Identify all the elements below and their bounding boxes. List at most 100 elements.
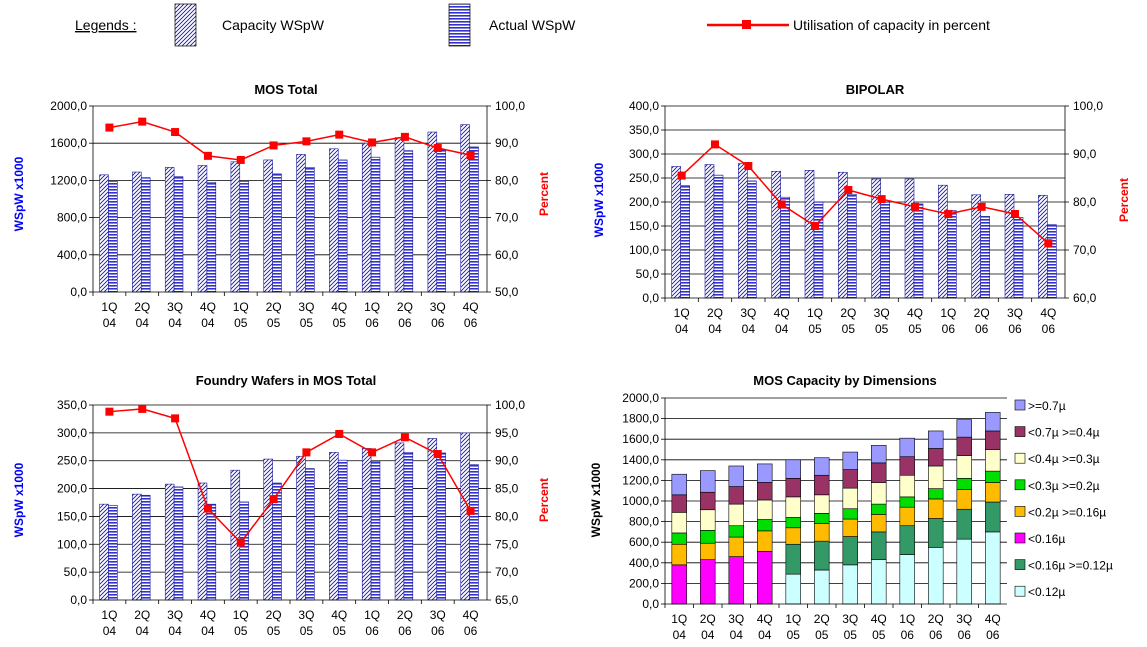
mos-dims-legend-label: <0.3µ >=0.2µ <box>1028 479 1100 493</box>
mos-dims-bar-segment <box>899 506 915 527</box>
mos-total-xtick-label: 1Q 05 <box>233 300 249 330</box>
mos-dims-bar-segment <box>700 491 716 511</box>
mos-total-percent-point <box>138 117 147 126</box>
bipolar-percent-point <box>877 195 886 204</box>
mos-total-percent-point <box>400 132 409 141</box>
mos-dims-ytick-label: 600,0 <box>629 535 659 549</box>
bipolar-capacity-bar <box>671 166 681 299</box>
mos-total-percent-line <box>109 120 471 161</box>
mos-dims-bar-segment <box>728 556 744 605</box>
foundry-ytick-label: 300,0 <box>57 426 87 440</box>
legend-actual-swatch <box>448 3 471 47</box>
bipolar-xtick-label: 3Q 05 <box>874 306 890 336</box>
foundry-actual-bar <box>239 501 249 601</box>
mos-total-percent-point <box>203 151 212 160</box>
mos-dims-bar-segment <box>842 508 858 520</box>
mos-dims-bar-segment <box>871 531 887 561</box>
bipolar-percent-point <box>811 222 819 230</box>
bipolar-xtick-label: 1Q 04 <box>674 306 690 336</box>
foundry-percent-point <box>368 448 377 457</box>
mos-total-ytick-label: 400,0 <box>57 248 87 262</box>
bipolar-ytick-label: 400,0 <box>629 99 659 113</box>
foundry-percent-line <box>109 408 472 544</box>
foundry-capacity-bar <box>460 432 470 601</box>
bipolar-percent-point <box>944 210 953 218</box>
bipolar-xtick-label: 4Q 04 <box>774 306 790 336</box>
bipolar-percent-point <box>1011 210 1019 218</box>
mos-dims-bar-segment <box>728 465 744 487</box>
bipolar-actual-bar <box>747 180 757 299</box>
mos-dims-ytick-label: 1800,0 <box>622 412 659 426</box>
mos-total-ytick-label: 2000,0 <box>50 99 87 113</box>
mos-dims-bar-segment <box>671 543 687 566</box>
foundry-percent-point <box>236 538 245 547</box>
mos-dims-bar-segment <box>671 473 687 496</box>
bipolar-y2tick-label: 90,0 <box>1073 147 1097 161</box>
foundry-y2tick-label: 80,0 <box>495 509 519 523</box>
bipolar-percent-point <box>677 171 686 180</box>
foundry-xtick-label: 3Q 06 <box>430 608 446 638</box>
mos-total-capacity-bar <box>132 171 142 293</box>
foundry-capacity-bar <box>361 448 372 601</box>
bipolar-y2tick-label: 60,0 <box>1073 291 1097 305</box>
mos-dims-bar-segment <box>928 518 944 548</box>
mos-dims-bar-segment <box>928 448 944 467</box>
mos-dims-bar-segment <box>671 512 687 534</box>
mos-dims-bar-segment <box>700 470 716 493</box>
bipolar-xtick-label: 1Q 06 <box>940 306 956 336</box>
mos-dims-legend-swatch <box>1014 532 1026 544</box>
mos-dims-title: MOS Capacity by Dimensions <box>753 373 937 388</box>
mos-total-capacity-bar <box>230 161 241 293</box>
bipolar-y2tick-label: 100,0 <box>1073 99 1103 113</box>
mos-total-capacity-bar <box>394 137 405 293</box>
mos-dims-bar-segment <box>671 494 687 513</box>
bipolar-xtick-label: 2Q 05 <box>840 306 856 336</box>
mos-dims-bar-segment <box>871 559 887 605</box>
foundry-xtick-label: 1Q 04 <box>101 608 117 638</box>
foundry-actual-bar <box>173 486 184 601</box>
mos-dims-bar-segment <box>985 531 1001 605</box>
mos-total-xtick-label: 4Q 04 <box>200 300 216 330</box>
mos-dims-xtick-label: 1Q 04 <box>671 612 687 642</box>
mos-total-actual-bar <box>239 181 249 293</box>
bipolar-actual-bar <box>1047 224 1057 299</box>
mos-total-capacity-bar <box>197 165 208 293</box>
foundry-percent-point <box>171 414 180 423</box>
mos-dims-bar-segment <box>956 478 972 490</box>
bipolar-ytick-label: 100,0 <box>629 243 659 257</box>
mos-total-capacity-bar <box>164 167 175 293</box>
mos-total-percent-point <box>466 151 475 160</box>
mos-dims-bar-segment <box>956 538 972 605</box>
mos-dims-bar-segment <box>871 462 887 483</box>
mos-dims-bar-segment <box>985 449 1001 472</box>
legend-utilisation-label: Utilisation of capacity in percent <box>793 17 990 33</box>
bipolar-plot: 0,0 50,0 100,0 150,0 200,0 250,0 300,0 350,0 400… <box>629 99 1103 336</box>
mos-total-actual-bar <box>140 177 151 293</box>
bipolar-ylabel: WSpW x1000 <box>592 162 606 237</box>
mos-dims-xtick-label: 1Q 05 <box>785 612 801 642</box>
foundry-ylabel: WSpW x1000 <box>12 462 26 537</box>
bipolar-ytick-label: 200,0 <box>629 195 659 209</box>
foundry-ytick-label: 150,0 <box>57 509 87 523</box>
legend-actual-label: Actual WSpW <box>489 17 576 33</box>
bipolar-capacity-bar <box>771 170 781 299</box>
mos-dims-bar-segment <box>899 474 915 498</box>
mos-dims-bar-segment <box>956 508 972 540</box>
mos-dims-bar-segment <box>728 503 744 527</box>
foundry-ytick-label: 100,0 <box>57 537 87 551</box>
bipolar-percent-point <box>711 140 719 149</box>
mos-total-xtick-label: 1Q 04 <box>101 300 117 330</box>
mos-total-ylabel: WSpW x1000 <box>12 156 26 231</box>
mos-dims-bar-segment <box>814 494 830 514</box>
mos-dims-bar-segment <box>842 518 858 537</box>
mos-dims-legend-swatch <box>1014 452 1026 464</box>
mos-total-percent-point <box>335 130 344 139</box>
foundry-percent-point <box>269 495 278 504</box>
foundry-y2tick-label: 85,0 <box>495 482 519 496</box>
mos-dims-bar-segment <box>985 482 1001 503</box>
foundry-xtick-label: 4Q 06 <box>463 608 479 638</box>
legend-utilisation-marker <box>742 20 751 29</box>
mos-total-xtick-label: 4Q 05 <box>331 300 347 330</box>
mos-dims-legend-label: <0.16µ <box>1028 532 1065 546</box>
mos-total-actual-bar <box>403 150 414 293</box>
